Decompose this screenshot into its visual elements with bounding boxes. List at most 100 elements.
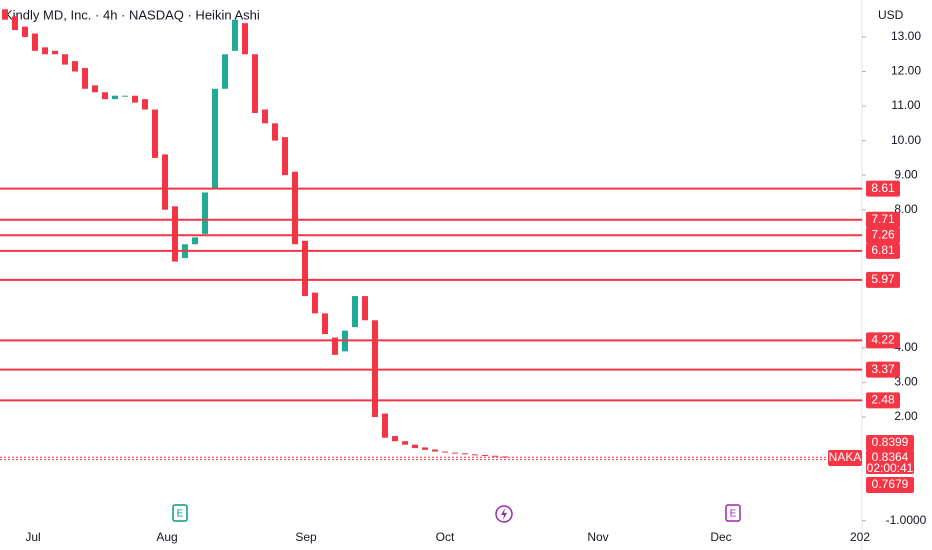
- level-tag: [866, 180, 900, 197]
- candle-body: [142, 99, 148, 110]
- candle-body: [12, 16, 18, 31]
- candle-body: [392, 436, 398, 442]
- y-tick-label: -1.0000: [886, 513, 927, 527]
- candle-body: [352, 296, 358, 328]
- price-tag: [866, 450, 914, 474]
- candle-body: [282, 137, 288, 176]
- candle-body: [122, 95, 128, 97]
- candle-body: [32, 33, 38, 51]
- level-tag: [866, 271, 900, 288]
- candle-body: [432, 449, 438, 452]
- level-tag: [866, 227, 900, 244]
- candle-body: [332, 337, 338, 355]
- event-label: E: [177, 509, 184, 520]
- x-tick-label: Sep: [295, 530, 317, 544]
- price-tag: [866, 435, 914, 451]
- level-label: 6.81: [871, 243, 895, 257]
- candle-body: [192, 237, 198, 245]
- candle-body: [102, 92, 108, 100]
- candle-body: [232, 19, 238, 51]
- level-label: 7.26: [871, 227, 895, 241]
- candle-body: [162, 154, 168, 210]
- dividend-bolt: [501, 508, 507, 520]
- level-tag: [866, 242, 900, 259]
- currency: USD: [878, 8, 904, 22]
- candle-body: [112, 95, 118, 100]
- price-tag-label: 0.7679: [872, 477, 909, 491]
- y-tick-label: 11.00: [891, 98, 920, 112]
- candle-body: [382, 413, 388, 438]
- candle-body: [442, 451, 448, 453]
- candle-body: [492, 455, 498, 457]
- candle-body: [482, 455, 488, 457]
- candle-body: [222, 54, 228, 89]
- candle-body: [452, 452, 458, 454]
- candle-body: [2, 9, 8, 20]
- level-label: 5.97: [871, 272, 895, 286]
- level-tag: [866, 392, 900, 409]
- candle-body: [272, 123, 278, 141]
- countdown: 02:00:41: [867, 461, 914, 475]
- x-tick-label: Dec: [710, 530, 731, 544]
- y-tick-label: 4.00: [894, 340, 918, 354]
- level-label: 8.61: [871, 181, 895, 195]
- candle-body: [202, 192, 208, 234]
- candle-body: [472, 454, 478, 456]
- candle-body: [312, 292, 318, 314]
- candle-body: [52, 50, 58, 55]
- level-tag: [866, 361, 900, 378]
- x-tick-label: Aug: [156, 530, 177, 544]
- y-tick-label: 13.00: [891, 29, 921, 43]
- level-label: 2.48: [871, 393, 895, 407]
- x-tick-label: Jul: [25, 530, 40, 544]
- level-label: 7.71: [871, 212, 895, 226]
- x-tick-label: 202: [850, 530, 870, 544]
- symbol-tag: [828, 450, 862, 466]
- event-icon: [172, 504, 188, 522]
- symbol-label: NAKA: [829, 450, 862, 464]
- event-label: E: [730, 509, 737, 520]
- candle-body: [252, 54, 258, 113]
- level-label: 4.22: [871, 332, 895, 346]
- candle-body: [412, 444, 418, 449]
- candle-body: [132, 95, 138, 103]
- y-tick-label: 3.00: [894, 375, 918, 389]
- candle-body: [302, 240, 308, 297]
- candle-body: [92, 85, 98, 93]
- price-tag-label: 0.8399: [872, 435, 909, 449]
- level-label: 3.37: [871, 362, 895, 376]
- candle-body: [322, 313, 328, 335]
- candle-body: [262, 109, 268, 124]
- candle-body: [62, 54, 68, 65]
- y-tick-label: 8.00: [894, 202, 918, 216]
- candle-body: [82, 68, 88, 89]
- price-tag-label: 0.8364: [872, 450, 909, 464]
- level-tag: [866, 211, 900, 228]
- candle-body: [402, 441, 408, 445]
- chart-title: Kindly MD, Inc. · 4h · NASDAQ · Heikin A…: [4, 7, 260, 22]
- y-tick-label: 9.00: [894, 167, 918, 181]
- candle-body: [462, 453, 468, 455]
- candle-body: [362, 296, 368, 321]
- candle-body: [242, 23, 248, 55]
- candle-body: [72, 61, 78, 72]
- y-tick-label: 2.00: [894, 409, 918, 423]
- x-tick-label: Nov: [587, 530, 608, 544]
- candle-body: [152, 109, 158, 158]
- candle-body: [422, 447, 428, 450]
- candle-body: [172, 206, 178, 262]
- y-tick-label: 10.00: [891, 133, 921, 147]
- x-tick-label: Oct: [436, 530, 455, 544]
- price-tag: [866, 477, 914, 493]
- candle-body: [372, 320, 378, 418]
- candle-body: [42, 47, 48, 55]
- candle-body: [22, 26, 28, 37]
- y-tick-label: 12.00: [891, 64, 921, 78]
- event-icon: [725, 504, 741, 522]
- candle-body: [212, 88, 218, 189]
- level-tag: [866, 332, 900, 349]
- candle-body: [292, 171, 298, 245]
